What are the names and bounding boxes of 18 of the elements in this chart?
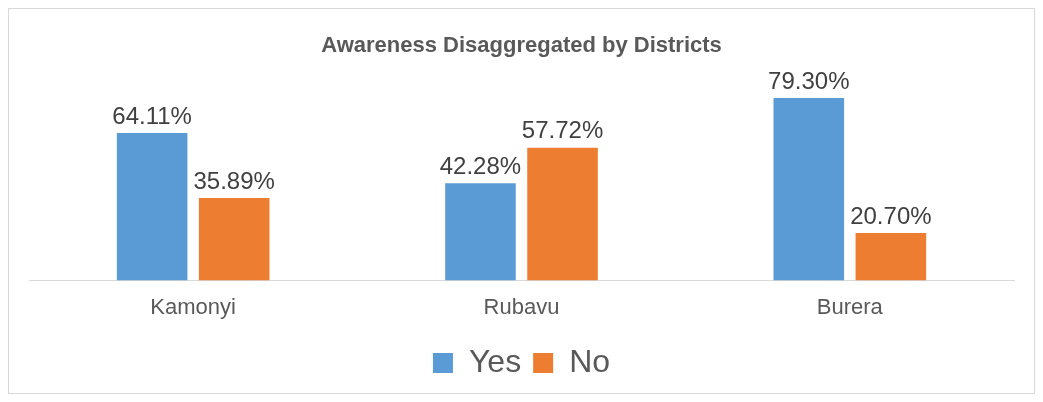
data-label: 79.30%	[768, 66, 850, 94]
bar	[116, 133, 188, 281]
bar	[855, 232, 927, 281]
bar	[445, 183, 516, 281]
x-tick-label: Rubavu	[483, 293, 560, 319]
data-label: 35.89%	[193, 166, 275, 194]
legend-label: Yes	[468, 342, 522, 379]
x-tick-label: Burera	[816, 293, 884, 319]
bar	[773, 98, 845, 281]
bar	[198, 197, 270, 281]
data-label: 57.72%	[521, 116, 604, 144]
data-label: 42.28%	[439, 151, 522, 179]
bar	[527, 147, 598, 281]
chart-title: Awareness Disaggregated by Districts	[321, 32, 722, 58]
legend-label: No	[569, 342, 611, 379]
data-label: 20.70%	[850, 201, 932, 229]
data-label: 64.11%	[112, 101, 192, 129]
x-tick-label: Kamonyi	[150, 293, 236, 319]
